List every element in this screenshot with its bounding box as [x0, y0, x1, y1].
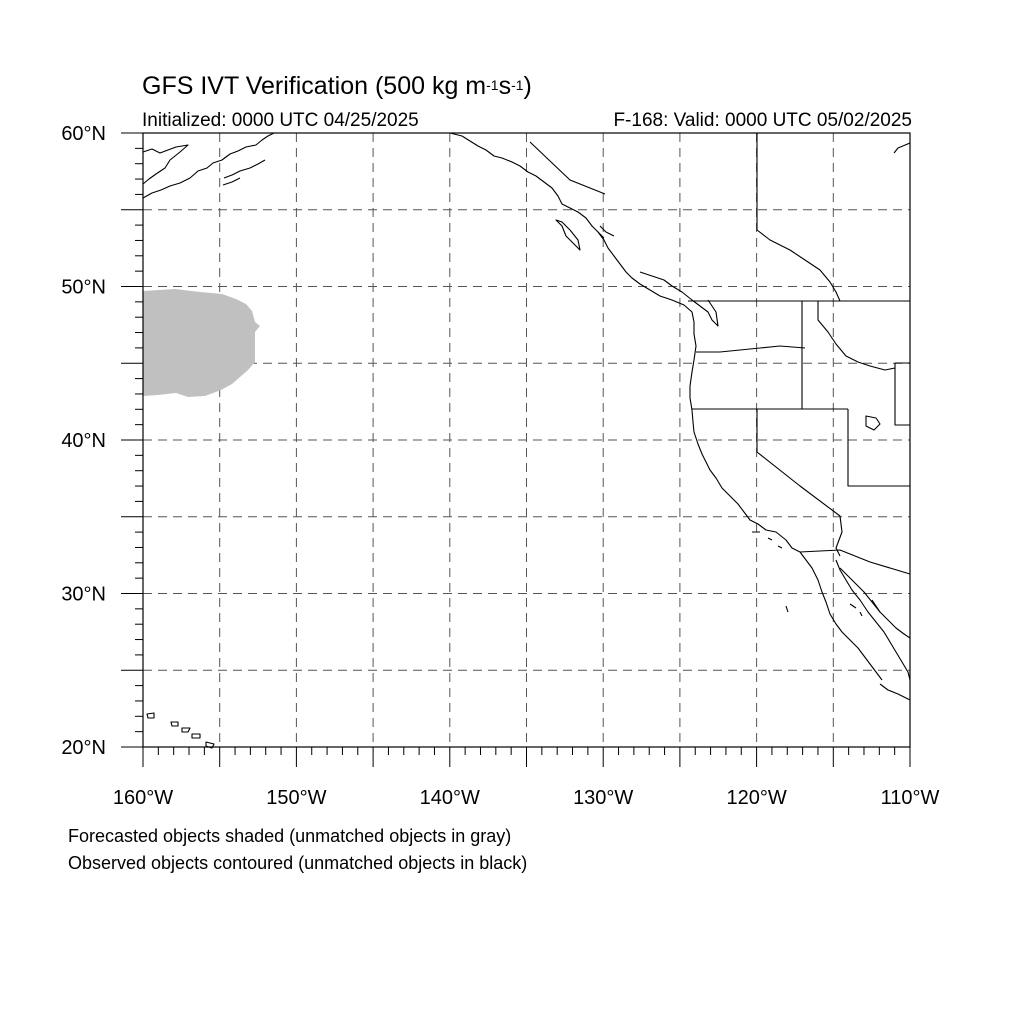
- alaska-peninsula-coastline: [142, 132, 275, 199]
- baja-california-coastline: [799, 551, 911, 681]
- longitude-label: 110°W: [881, 787, 940, 809]
- longitude-label: 130°W: [573, 787, 633, 809]
- longitude-label: 120°W: [726, 787, 786, 809]
- wyoming-border: [894, 362, 910, 426]
- latitude-label: 40°N: [61, 430, 106, 452]
- california-nevada-border: [756, 409, 843, 557]
- forecast-object-unmatched: [143, 289, 260, 397]
- us-mexico-border: [799, 549, 911, 575]
- latitude-label: 30°N: [61, 584, 106, 606]
- axis-ticks: [121, 132, 911, 767]
- longitude-labels: 160°W 150°W 140°W 130°W 120°W 110°W: [113, 787, 940, 809]
- mexico-coastline: [839, 567, 911, 701]
- gulf-islands: [849, 599, 881, 617]
- legend-forecast-note: Forecasted objects shaded (unmatched obj…: [68, 826, 512, 846]
- valid-time: F-168: Valid: 0000 UTC 05/02/2025: [613, 110, 912, 131]
- hawaiian-islands: [146, 712, 215, 749]
- longitude-label: 150°W: [266, 787, 326, 809]
- map-title: GFS IVT Verification (500 kg m-1s-1): [142, 72, 532, 100]
- latitude-label: 50°N: [61, 277, 106, 299]
- bc-islands: [555, 219, 719, 327]
- initialized-time: Initialized: 0000 UTC 04/25/2025: [142, 110, 419, 131]
- idaho-montana-border: [817, 301, 896, 371]
- channel-islands: [752, 531, 789, 613]
- canada-interior-lines: [529, 133, 911, 302]
- longitude-label: 160°W: [113, 787, 173, 809]
- legend-observed-note: Observed objects contoured (unmatched ob…: [68, 853, 528, 873]
- latitude-label: 60°N: [61, 123, 106, 145]
- great-salt-lake: [865, 415, 881, 431]
- washington-oregon-border: [696, 345, 806, 353]
- longitude-label: 140°W: [420, 787, 480, 809]
- nevada-utah-border: [847, 409, 910, 487]
- pacific-northwest-coastline: [449, 132, 801, 553]
- map-frame: [142, 132, 911, 748]
- latitude-labels: 20°N 30°N 40°N 50°N 60°N: [61, 123, 106, 759]
- graticule: [143, 133, 910, 747]
- latitude-label: 20°N: [61, 737, 106, 759]
